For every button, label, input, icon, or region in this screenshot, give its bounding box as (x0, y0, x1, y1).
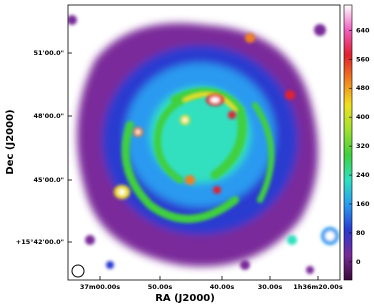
colorbar-tick-label: 160 (356, 200, 370, 208)
x-tick-label: 50.00s (148, 283, 173, 291)
x-axis-label: RA (J2000) (155, 293, 215, 304)
colorbar-tick-label: 480 (356, 84, 370, 92)
colorbar-tick-label: 640 (356, 26, 370, 34)
y-tick-label: 45'00.0" (34, 176, 64, 184)
colorbar (343, 4, 353, 281)
y-tick-label: 51'00.0" (34, 49, 64, 57)
x-tick-label: 40.00s (210, 283, 235, 291)
colorbar-tick-label: 400 (356, 113, 370, 121)
colorbar-tick-label: 320 (356, 142, 370, 150)
colorbar-tick-label: 0 (356, 258, 361, 266)
y-tick-label: +15°42'00.0" (16, 238, 64, 246)
colorbar-tick-label: 240 (356, 171, 370, 179)
x-tick-label: 1h36m20.00s (293, 283, 343, 291)
x-tick-label: 37m00.00s (80, 283, 120, 291)
y-tick-label: 48'00.0" (34, 112, 64, 120)
x-tick-label: 30.00s (258, 283, 283, 291)
image (68, 5, 340, 280)
y-axis-label: Dec (J2000) (5, 109, 16, 174)
colorbar-tick-label: 560 (356, 55, 370, 63)
plot-frame (67, 4, 341, 281)
colorbar-tick-label: 80 (356, 229, 366, 237)
